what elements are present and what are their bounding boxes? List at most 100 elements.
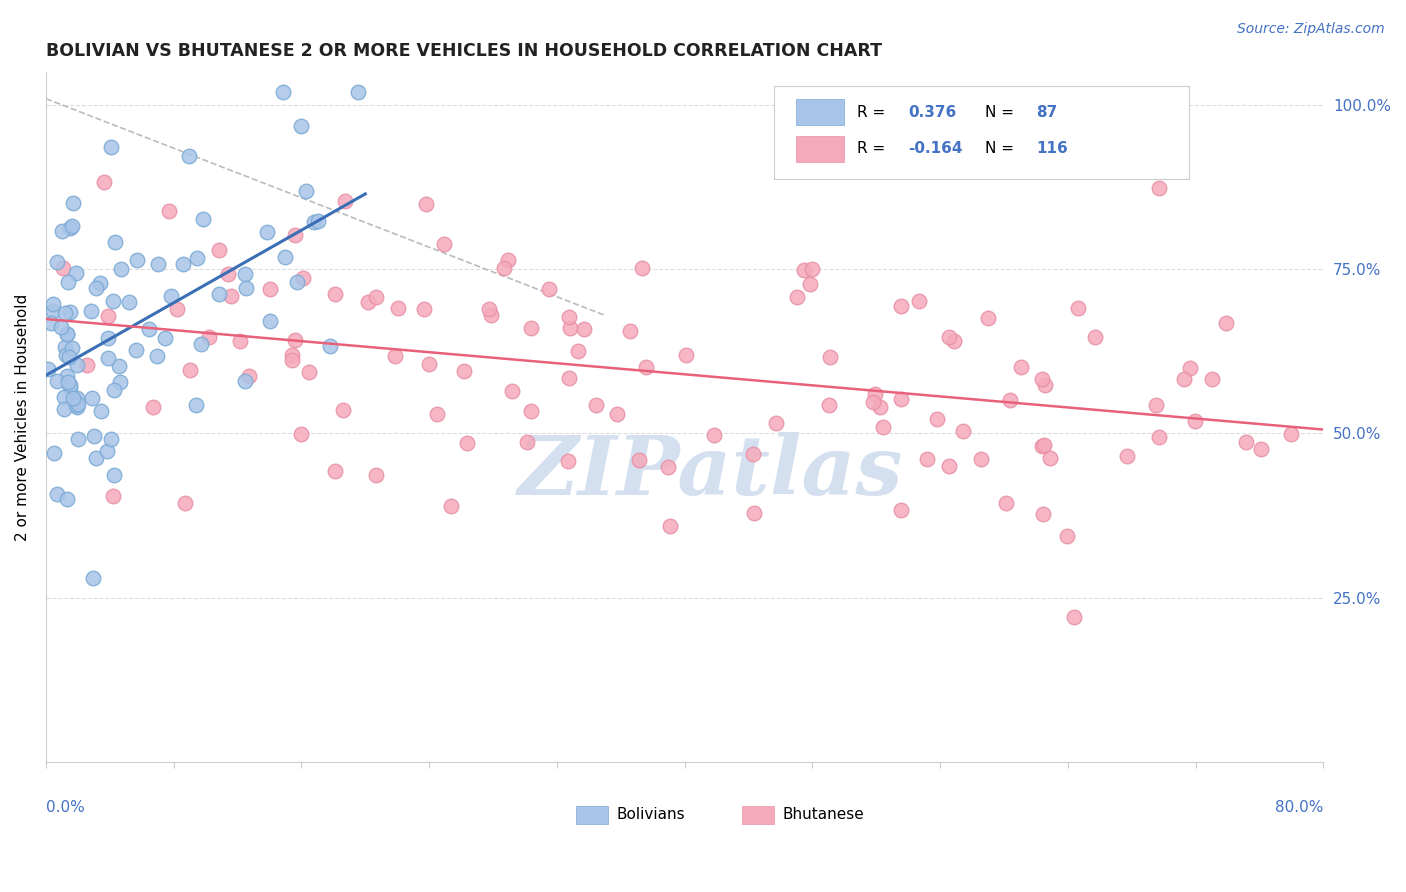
Text: -0.164: -0.164: [908, 142, 963, 156]
Point: [110, 262, 132, 277]
Point: [627, 452, 650, 467]
Point: [292, 271, 315, 285]
Point: [1010, 360, 1032, 375]
Point: [190, 336, 212, 351]
Point: [82, 571, 104, 585]
Point: [76, 358, 98, 372]
Point: [619, 324, 641, 338]
Point: [42, 446, 65, 460]
Point: [83, 429, 105, 443]
Point: [479, 308, 502, 322]
FancyBboxPatch shape: [775, 87, 1189, 179]
Point: [66, 391, 89, 405]
Point: [520, 320, 543, 334]
Point: [302, 215, 325, 229]
Point: [146, 349, 169, 363]
Point: [191, 211, 214, 226]
Point: [765, 416, 787, 430]
Point: [157, 204, 180, 219]
Point: [65, 266, 87, 280]
Point: [742, 507, 765, 521]
Point: [96, 444, 118, 458]
Point: [256, 225, 278, 239]
Point: [426, 407, 449, 421]
Point: [1031, 439, 1053, 453]
Point: [108, 375, 131, 389]
Point: [538, 282, 561, 296]
Point: [89, 276, 111, 290]
Point: [908, 293, 931, 308]
Point: [453, 364, 475, 378]
Point: [104, 235, 127, 250]
Point: [125, 343, 148, 357]
Point: [498, 253, 520, 268]
Point: [636, 359, 658, 374]
Point: [456, 436, 478, 450]
Point: [1084, 330, 1107, 344]
Point: [1234, 434, 1257, 449]
Point: [335, 194, 357, 208]
Text: Bolivians: Bolivians: [617, 807, 686, 822]
Point: [259, 314, 281, 328]
Text: R =: R =: [858, 105, 890, 120]
Point: [817, 398, 839, 412]
Point: [516, 435, 538, 450]
Point: [80, 392, 103, 406]
Point: [219, 289, 242, 303]
Point: [53, 340, 76, 354]
Point: [198, 329, 221, 343]
Point: [1067, 301, 1090, 316]
Point: [294, 184, 316, 198]
Point: [1173, 371, 1195, 385]
Point: [97, 331, 120, 345]
Point: [56, 369, 79, 384]
Point: [1201, 371, 1223, 385]
Point: [49, 319, 72, 334]
Point: [118, 294, 141, 309]
Point: [799, 277, 821, 291]
Point: [93, 175, 115, 189]
Point: [101, 489, 124, 503]
Text: Bhutanese: Bhutanese: [783, 807, 865, 822]
Point: [53, 306, 76, 320]
Point: [45, 255, 67, 269]
Point: [100, 432, 122, 446]
Point: [1056, 528, 1078, 542]
Point: [332, 403, 354, 417]
Point: [1144, 398, 1167, 412]
Point: [56, 326, 79, 341]
Point: [103, 383, 125, 397]
Point: [995, 496, 1018, 510]
Point: [307, 214, 329, 228]
Text: ZIPatlas: ZIPatlas: [517, 433, 903, 512]
Point: [675, 348, 697, 362]
Point: [62, 392, 84, 406]
Point: [1115, 449, 1137, 463]
Point: [585, 399, 607, 413]
Point: [142, 400, 165, 414]
Point: [558, 310, 581, 324]
Text: Source: ZipAtlas.com: Source: ZipAtlas.com: [1237, 22, 1385, 37]
Point: [413, 301, 436, 316]
Point: [290, 120, 312, 134]
Text: 80.0%: 80.0%: [1275, 799, 1323, 814]
Point: [927, 412, 949, 426]
Point: [51, 224, 73, 238]
Point: [890, 503, 912, 517]
Point: [520, 404, 543, 418]
Point: [66, 400, 89, 414]
Point: [39, 316, 62, 330]
Point: [347, 85, 370, 99]
Point: [56, 375, 79, 389]
Point: [567, 343, 589, 358]
Point: [184, 398, 207, 412]
Point: [177, 149, 200, 163]
Point: [55, 347, 77, 361]
Point: [63, 393, 86, 408]
FancyBboxPatch shape: [576, 806, 607, 823]
Point: [418, 357, 440, 371]
Point: [67, 397, 90, 411]
Point: [323, 464, 346, 478]
Point: [323, 286, 346, 301]
Point: [84, 281, 107, 295]
